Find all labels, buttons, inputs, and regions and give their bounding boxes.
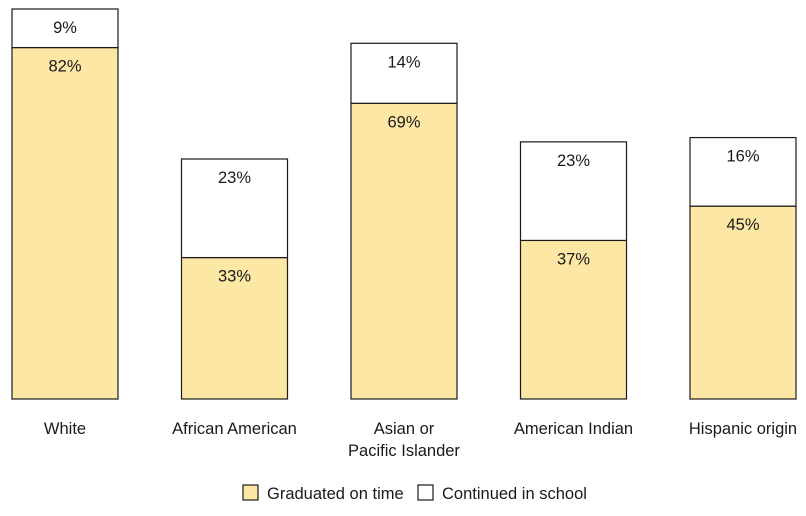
data-label-graduated: 45% (726, 216, 759, 234)
legend-swatch-graduated (242, 484, 259, 501)
legend-swatch-continued (417, 484, 434, 501)
data-label-graduated: 37% (557, 250, 590, 268)
category-labels-layer: White African American Asian or Pacific Isl… (44, 420, 797, 460)
category-label: African American (172, 420, 297, 438)
data-label-continued: 23% (557, 152, 590, 170)
legend-label-graduated: Graduated on time (267, 485, 404, 503)
data-label-continued: 14% (387, 53, 420, 71)
category-label: American Indian (514, 420, 633, 438)
data-label-graduated: 82% (48, 58, 81, 76)
bar-segment-continued (180, 158, 289, 259)
data-label-continued: 16% (726, 148, 759, 166)
bar-segment-graduated (11, 46, 119, 400)
category-label: Asian or Pacific Islander (348, 420, 460, 460)
bar-segment-continued (350, 42, 458, 104)
bar-group: 45% 16% (689, 136, 797, 400)
data-label-graduated: 69% (387, 113, 420, 131)
bar-group: 37% 23% (519, 141, 628, 400)
data-label-continued: 23% (218, 169, 251, 187)
bar-segment-graduated (689, 205, 797, 400)
legend: Graduated on time Continued in school (242, 484, 587, 503)
bar-segment-graduated (350, 102, 458, 400)
bar-segment-continued (11, 8, 119, 49)
bar-group: 69% 14% (350, 42, 458, 400)
bar-group: 33% 23% (180, 158, 289, 400)
data-label-graduated: 33% (218, 268, 251, 286)
bar-segment-graduated (180, 256, 289, 400)
category-label: White (44, 420, 86, 438)
bar-segment-continued (689, 136, 797, 207)
bars-layer: 82% 9% 33% 23% 69% 14% 37% 23% 45% 16% (11, 8, 797, 400)
category-label: Hispanic origin (689, 420, 797, 438)
data-label-continued: 9% (53, 19, 77, 37)
legend-label-continued: Continued in school (442, 485, 587, 503)
bar-group: 82% 9% (11, 8, 119, 400)
bar-segment-continued (519, 141, 628, 242)
bar-segment-graduated (519, 239, 628, 400)
